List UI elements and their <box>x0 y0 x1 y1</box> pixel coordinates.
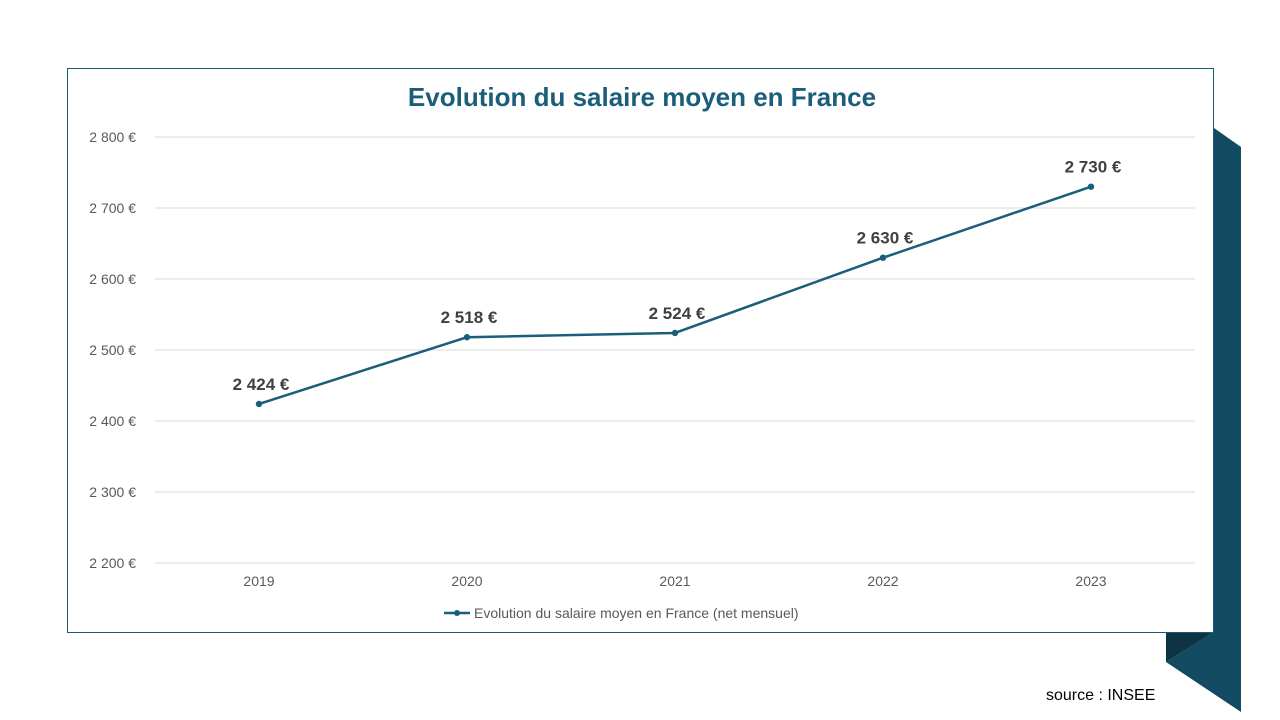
x-tick-label: 2019 <box>243 573 274 589</box>
x-tick-label: 2023 <box>1075 573 1106 589</box>
legend-entry: Evolution du salaire moyen en France (ne… <box>474 605 799 621</box>
gridlines <box>155 136 1195 564</box>
data-label: 2 524 € <box>649 304 706 323</box>
y-tick-label: 2 600 € <box>89 271 136 287</box>
y-axis: 2 200 € 2 300 € 2 400 € 2 500 € 2 600 € 2 700… <box>89 129 136 571</box>
data-point <box>671 329 679 337</box>
y-tick-label: 2 700 € <box>89 200 136 216</box>
data-label: 2 424 € <box>233 375 290 394</box>
data-point <box>879 254 887 261</box>
decor-dark-band <box>1166 128 1241 712</box>
x-axis: 2019 2020 2021 2022 2023 <box>243 573 1106 589</box>
y-tick-label: 2 500 € <box>89 342 136 358</box>
source-note: source : INSEE <box>1046 687 1156 704</box>
series-line <box>258 185 1092 406</box>
data-label: 2 730 € <box>1065 158 1122 177</box>
y-tick-label: 2 200 € <box>89 555 136 571</box>
data-point <box>463 334 471 341</box>
y-tick-label: 2 400 € <box>89 413 136 429</box>
x-tick-label: 2020 <box>451 573 482 589</box>
data-point <box>255 400 263 408</box>
data-label: 2 518 € <box>441 308 498 327</box>
series <box>255 183 1095 408</box>
x-tick-label: 2021 <box>659 573 690 589</box>
legend-swatch-marker <box>454 610 460 616</box>
y-tick-label: 2 800 € <box>89 129 136 145</box>
data-point <box>1087 183 1095 190</box>
y-tick-label: 2 300 € <box>89 484 136 500</box>
data-label: 2 630 € <box>857 229 914 248</box>
x-tick-label: 2022 <box>867 573 898 589</box>
chart-title: Evolution du salaire moyen en France <box>408 82 876 112</box>
data-labels: 2 424 € 2 518 € 2 524 € 2 630 € 2 730 € <box>233 158 1122 394</box>
decor-shadow-fold <box>1166 632 1214 662</box>
legend: Evolution du salaire moyen en France (ne… <box>444 605 799 621</box>
